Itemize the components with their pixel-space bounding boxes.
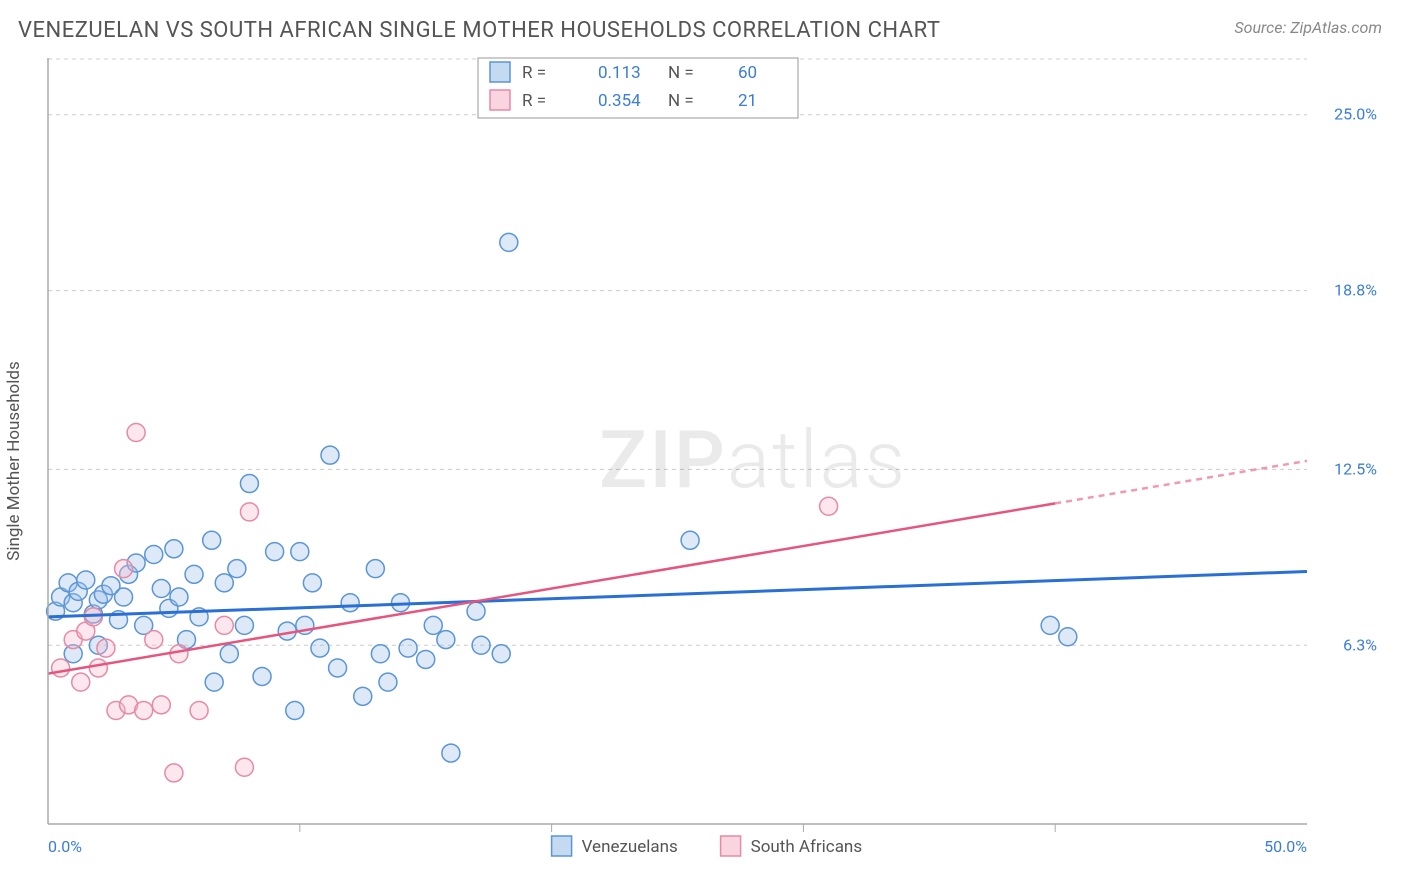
data-point <box>311 639 329 657</box>
data-point <box>115 588 133 606</box>
data-point <box>215 616 233 634</box>
data-point <box>467 602 485 620</box>
data-point <box>235 758 253 776</box>
data-point <box>77 571 95 589</box>
x-tick-label: 50.0% <box>1264 837 1307 856</box>
scatter-chart: 6.3% 12.5% 18.8% 25.0% ZIPatlas 0.0% 50.0% R = 0… <box>18 48 1382 874</box>
legend-label: South Africans <box>751 837 863 857</box>
legend-swatch <box>721 836 741 856</box>
data-point <box>321 446 339 464</box>
legend-n-value: 21 <box>738 91 757 111</box>
data-point <box>205 673 223 691</box>
watermark: ZIPatlas <box>599 413 907 507</box>
data-point <box>286 702 304 720</box>
data-point <box>341 594 359 612</box>
y-axis-title: Single Mother Households <box>4 361 24 561</box>
stats-legend: R = 0.113 N = 60 R = 0.354 N = 21 <box>478 58 798 118</box>
data-point <box>145 631 163 649</box>
data-point <box>500 233 518 251</box>
data-point <box>303 574 321 592</box>
data-point <box>170 588 188 606</box>
legend-swatch <box>490 90 510 110</box>
data-point <box>135 702 153 720</box>
legend-n-label: N = <box>668 91 694 111</box>
data-point <box>329 659 347 677</box>
legend-r-label: R = <box>522 91 546 111</box>
data-point <box>190 702 208 720</box>
data-point <box>220 645 238 663</box>
data-point <box>52 659 70 677</box>
data-point <box>379 673 397 691</box>
data-point <box>228 560 246 578</box>
data-point <box>253 667 271 685</box>
x-tick-label: 0.0% <box>48 837 82 856</box>
data-point <box>152 580 170 598</box>
regression-line <box>48 503 1055 673</box>
legend-r-value: 0.354 <box>598 91 641 111</box>
data-point <box>240 503 258 521</box>
legend-swatch <box>552 836 572 856</box>
data-point <box>437 631 455 649</box>
data-point <box>371 645 389 663</box>
source-label: Source: ZipAtlas.com <box>1234 18 1382 37</box>
data-point <box>354 687 372 705</box>
data-point <box>97 639 115 657</box>
data-point <box>240 475 258 493</box>
data-point <box>417 650 435 668</box>
data-point <box>72 673 90 691</box>
data-point <box>115 560 133 578</box>
data-point <box>424 616 442 634</box>
y-tick-label: 6.3% <box>1343 635 1377 654</box>
data-point <box>266 543 284 561</box>
data-point <box>235 616 253 634</box>
data-point <box>185 565 203 583</box>
legend-n-label: N = <box>668 63 694 83</box>
data-point <box>291 543 309 561</box>
chart-title: VENEZUELAN VS SOUTH AFRICAN SINGLE MOTHE… <box>18 18 940 43</box>
data-point <box>165 540 183 558</box>
data-point <box>472 636 490 654</box>
data-point <box>203 531 221 549</box>
legend-r-label: R = <box>522 63 546 83</box>
data-point <box>165 764 183 782</box>
data-point <box>1059 628 1077 646</box>
data-point <box>681 531 699 549</box>
data-point <box>1041 616 1059 634</box>
data-point <box>215 574 233 592</box>
data-point <box>152 696 170 714</box>
legend-swatch <box>490 62 510 82</box>
legend-label: Venezuelans <box>582 837 678 857</box>
data-point <box>89 659 107 677</box>
data-point <box>820 497 838 515</box>
y-tick-label: 25.0% <box>1334 105 1377 124</box>
data-point <box>145 545 163 563</box>
data-point <box>442 744 460 762</box>
data-point <box>127 423 145 441</box>
y-tick-label: 18.8% <box>1334 281 1377 300</box>
legend-n-value: 60 <box>738 63 757 83</box>
data-point <box>492 645 510 663</box>
y-tick-label: 12.5% <box>1334 459 1377 478</box>
data-point <box>399 639 417 657</box>
regression-line-dashed <box>1055 461 1307 504</box>
data-point <box>366 560 384 578</box>
legend-r-value: 0.113 <box>598 63 641 83</box>
